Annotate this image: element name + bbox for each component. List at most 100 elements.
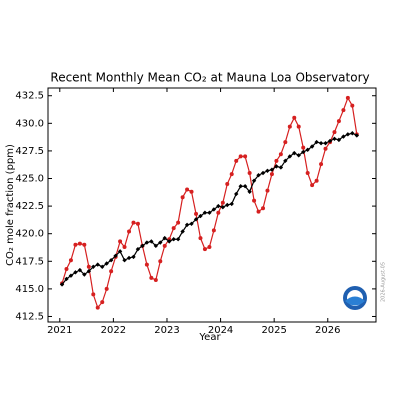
data-point xyxy=(77,267,83,273)
data-point xyxy=(86,264,91,269)
data-point xyxy=(180,229,185,234)
data-point xyxy=(269,167,275,172)
data-point xyxy=(68,273,74,278)
y-tick-label: 412.5 xyxy=(15,311,44,322)
data-point xyxy=(332,136,337,141)
data-point xyxy=(242,184,248,189)
data-point xyxy=(135,246,141,252)
data-point xyxy=(158,240,163,245)
x-tick-label: 2024 xyxy=(208,325,233,336)
data-point xyxy=(265,188,270,193)
data-point xyxy=(131,220,136,225)
data-point xyxy=(283,140,288,145)
data-point xyxy=(162,235,167,241)
data-point xyxy=(269,172,274,177)
data-point xyxy=(216,210,221,215)
data-point xyxy=(336,119,341,124)
data-point xyxy=(274,158,279,163)
data-point xyxy=(108,257,114,263)
data-point xyxy=(77,241,82,246)
data-point xyxy=(319,162,324,167)
data-point xyxy=(104,286,109,291)
data-point xyxy=(247,189,252,194)
data-point xyxy=(135,221,140,226)
data-point xyxy=(305,170,310,175)
data-point xyxy=(305,147,310,153)
data-point xyxy=(238,184,243,189)
data-point xyxy=(82,272,87,277)
data-point xyxy=(144,262,149,267)
data-point xyxy=(185,187,190,192)
y-tick-label: 417.5 xyxy=(15,256,44,267)
data-point xyxy=(202,247,207,252)
data-point xyxy=(193,217,199,222)
data-point xyxy=(251,178,257,183)
data-point xyxy=(211,228,216,233)
data-point xyxy=(283,158,288,164)
data-point xyxy=(184,222,190,228)
data-point xyxy=(301,149,306,155)
y-tick-label: 422.5 xyxy=(15,201,44,212)
y-tick-label: 425.0 xyxy=(15,174,44,185)
data-point xyxy=(256,209,261,214)
x-tick-label: 2025 xyxy=(261,325,286,336)
data-point xyxy=(265,168,270,173)
y-tick-label: 420.0 xyxy=(15,229,44,240)
data-point xyxy=(189,221,194,226)
data-point xyxy=(202,210,208,215)
data-point xyxy=(220,205,226,210)
date-stamp: 2026-August-05 xyxy=(381,262,387,302)
data-point xyxy=(211,207,217,212)
data-point xyxy=(341,108,346,113)
data-point xyxy=(91,264,96,270)
data-point xyxy=(104,261,109,266)
data-point xyxy=(292,115,297,120)
data-point xyxy=(354,133,360,138)
data-point xyxy=(287,154,293,159)
data-point xyxy=(332,130,337,135)
data-point xyxy=(126,255,132,261)
data-point xyxy=(229,201,234,207)
y-tick-label: 432.5 xyxy=(15,91,44,102)
data-point xyxy=(118,239,123,244)
data-point xyxy=(64,276,69,282)
data-point xyxy=(292,150,297,156)
data-point xyxy=(100,264,105,270)
data-point xyxy=(64,267,69,272)
data-point xyxy=(225,202,230,208)
data-point xyxy=(229,172,234,177)
data-point xyxy=(198,236,203,241)
data-point xyxy=(341,134,346,139)
data-point xyxy=(153,243,159,249)
data-point xyxy=(86,269,92,274)
data-point xyxy=(314,139,319,145)
data-point xyxy=(318,140,324,146)
data-point xyxy=(180,195,185,200)
data-point xyxy=(225,182,230,187)
data-point xyxy=(296,124,301,129)
data-point xyxy=(327,138,333,144)
y-tick-label: 427.5 xyxy=(15,146,44,157)
data-point xyxy=(252,198,257,203)
data-point xyxy=(144,240,150,245)
y-tick-label: 430.0 xyxy=(15,118,44,129)
data-point xyxy=(350,103,355,108)
data-point xyxy=(113,253,118,258)
data-point xyxy=(301,145,306,150)
data-point xyxy=(287,124,292,129)
data-point xyxy=(238,154,243,159)
data-point xyxy=(234,158,239,163)
data-point xyxy=(73,270,78,275)
data-point xyxy=(131,254,136,260)
data-point xyxy=(95,262,100,267)
plot-frame xyxy=(47,87,377,323)
data-point xyxy=(73,242,78,247)
data-point xyxy=(278,165,284,170)
data-point xyxy=(82,242,87,247)
data-point xyxy=(345,95,350,100)
data-point xyxy=(220,200,225,205)
x-tick-label: 2021 xyxy=(47,325,72,336)
data-point xyxy=(153,278,158,283)
x-tick-label: 2023 xyxy=(154,325,179,336)
